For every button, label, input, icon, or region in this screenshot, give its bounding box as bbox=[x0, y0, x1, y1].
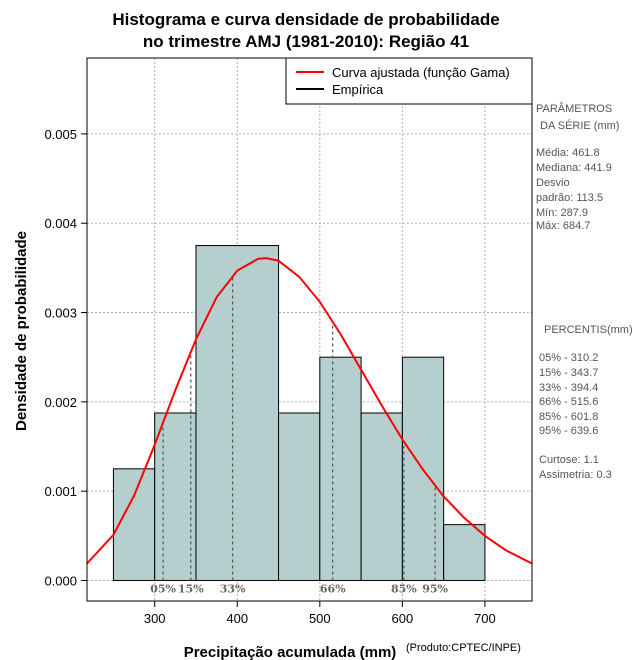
params-title-2: DA SÉRIE (mm) bbox=[540, 119, 619, 132]
percentil-66: 66% - 515.6 bbox=[539, 396, 598, 408]
y-tick-label: 0.003 bbox=[44, 306, 77, 321]
x-tick-label: 400 bbox=[226, 611, 248, 626]
percentile-label: 05% bbox=[150, 582, 176, 595]
legend-label-empirical: Empírica bbox=[332, 82, 384, 97]
percentil-85: 85% - 601.8 bbox=[539, 411, 598, 423]
legend: Curva ajustada (função Gama) Empírica bbox=[285, 57, 533, 105]
params-title-1: PARÂMETROS bbox=[536, 102, 612, 115]
y-axis-title: Densidade de probabilidade bbox=[13, 231, 30, 431]
percentile-label: 15% bbox=[178, 582, 204, 595]
histogram-bar bbox=[401, 356, 445, 581]
histogram-bars bbox=[112, 245, 486, 581]
percentile-label: 66% bbox=[320, 582, 346, 595]
y-tick-label: 0.004 bbox=[44, 216, 77, 231]
percentile-label: 33% bbox=[220, 582, 246, 595]
percentis-title: PERCENTIS(mm) bbox=[544, 324, 633, 336]
percentil-05: 05% - 310.2 bbox=[539, 352, 598, 364]
x-tick-label: 500 bbox=[309, 611, 331, 626]
credit-text: (Produto:CPTEC/INPE) bbox=[406, 642, 521, 654]
chart-title-line1: Histograma e curva densidade de probabil… bbox=[112, 10, 499, 29]
percentile-lines bbox=[162, 276, 436, 581]
percentiles-panel: PERCENTIS(mm) 05% - 310.2 15% - 343.7 33… bbox=[539, 324, 633, 481]
param-desvio-1: Desvio bbox=[536, 177, 570, 189]
fitted-curve-group bbox=[86, 257, 533, 565]
percentile-label: 95% bbox=[422, 582, 448, 595]
param-max: Máx: 684.7 bbox=[536, 220, 590, 232]
series-parameters-panel: PARÂMETROS DA SÉRIE (mm) Média: 461.8 Me… bbox=[536, 102, 619, 232]
percentil-33: 33% - 394.4 bbox=[539, 382, 598, 394]
x-tick-label: 600 bbox=[392, 611, 414, 626]
legend-box bbox=[285, 57, 533, 105]
percentil-95: 95% - 639.6 bbox=[539, 425, 598, 437]
histogram-bar bbox=[154, 412, 197, 581]
stat-curtose: Curtose: 1.1 bbox=[539, 454, 599, 466]
x-tick-label: 700 bbox=[474, 611, 496, 626]
param-desvio-2: padrão: 113.5 bbox=[536, 192, 603, 204]
fitted-gamma-curve bbox=[86, 257, 533, 565]
param-mediana: Mediana: 441.9 bbox=[536, 162, 612, 174]
y-tick-label: 0.002 bbox=[44, 395, 77, 410]
histogram-bar bbox=[195, 245, 280, 581]
percentil-15: 15% - 343.7 bbox=[539, 367, 598, 379]
histogram-bar bbox=[278, 412, 321, 581]
y-tick-label: 0.005 bbox=[44, 127, 77, 142]
legend-label-curve: Curva ajustada (função Gama) bbox=[332, 65, 510, 80]
histogram-bar bbox=[319, 356, 362, 581]
x-tick-label: 300 bbox=[144, 611, 166, 626]
percentile-labels: 05% 15% 33% 66% 85% 95% bbox=[150, 582, 448, 595]
y-tick-label: 0.001 bbox=[44, 484, 77, 499]
y-axis-ticks: 0.000 0.001 0.002 0.003 0.004 0.005 bbox=[44, 127, 87, 588]
param-min: Mín: 287.9 bbox=[536, 207, 588, 219]
y-tick-label: 0.000 bbox=[44, 573, 77, 588]
x-axis-ticks: 300 400 500 600 700 bbox=[144, 601, 496, 626]
percentile-label: 85% bbox=[391, 582, 417, 595]
x-axis-title: Precipitação acumulada (mm) bbox=[184, 644, 397, 660]
histogram-bar bbox=[443, 524, 486, 581]
stat-assimetria: Assimetria: 0.3 bbox=[539, 469, 612, 481]
chart-title-line2: no trimestre AMJ (1981-2010): Região 41 bbox=[143, 32, 469, 51]
param-media: Média: 461.8 bbox=[536, 147, 600, 159]
histogram-bar bbox=[360, 412, 403, 581]
